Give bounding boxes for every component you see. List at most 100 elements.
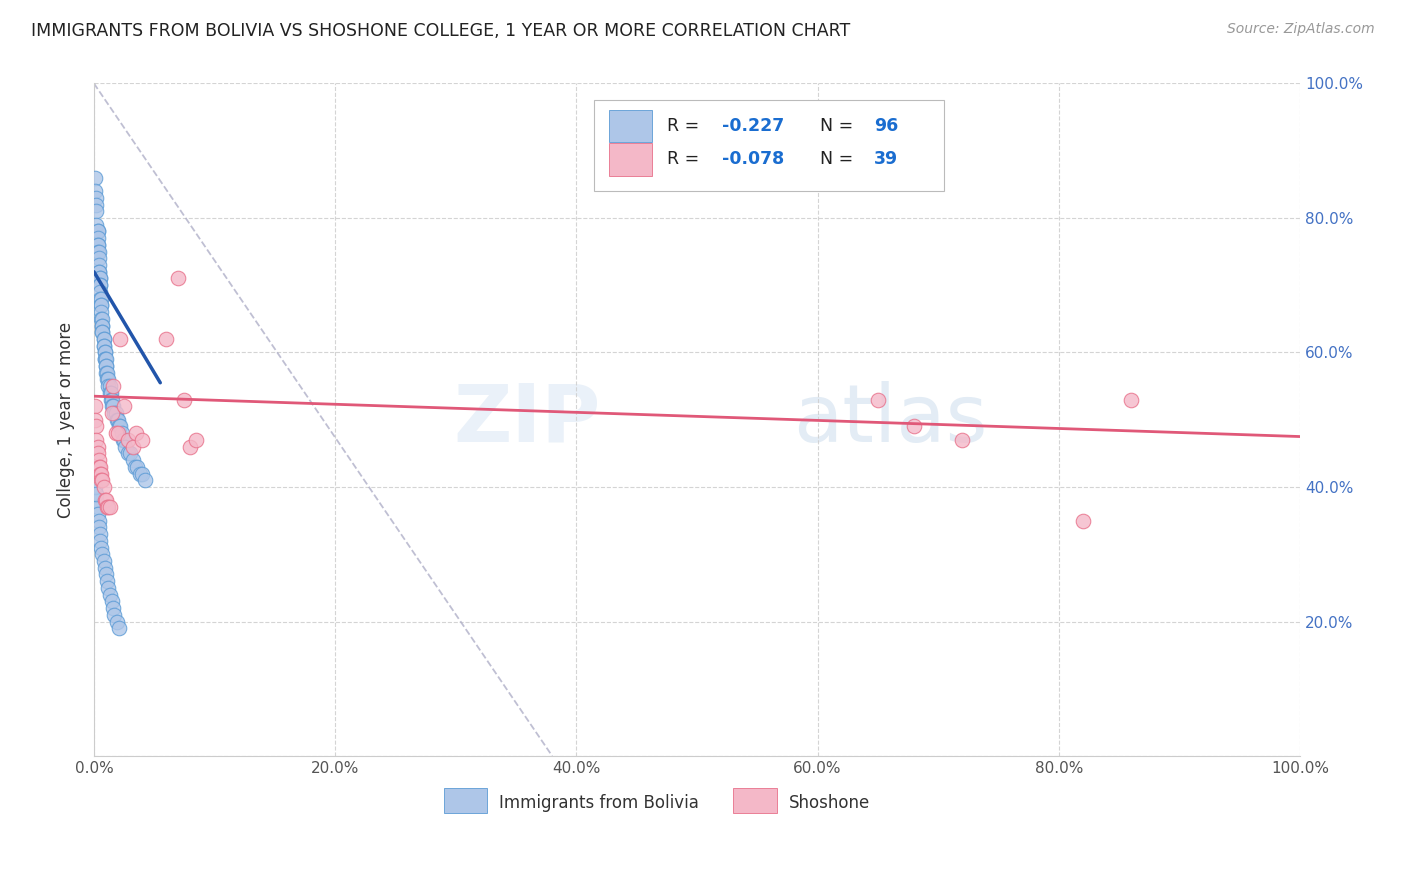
Point [89,278,111,293]
Point [94,352,117,367]
Point [97,379,120,393]
Point [90,292,112,306]
Point [127,459,149,474]
Point [94,567,117,582]
Point [131,433,153,447]
Point [91,473,114,487]
Point [87,453,110,467]
Point [91,311,114,326]
Point [108,621,131,635]
Point [186,433,208,447]
Point [86,191,108,205]
Point [94,493,117,508]
Point [84,413,107,427]
Point [107,426,129,441]
Point [128,467,150,481]
Point [101,392,124,407]
Point [89,467,111,481]
Point [86,446,108,460]
Point [87,265,110,279]
Point [87,244,110,259]
Point [86,493,108,508]
Point [87,252,110,266]
Point [84,480,107,494]
Point [90,541,112,555]
Point [90,298,112,312]
Point [134,473,156,487]
Point [98,500,121,515]
Point [93,339,115,353]
Point [110,332,132,346]
Point [91,326,114,340]
Point [117,433,139,447]
Point [87,459,110,474]
Point [97,372,120,386]
Point [103,399,125,413]
Text: N =: N = [808,151,859,169]
Text: Shoshone: Shoshone [789,794,870,812]
Point [112,399,135,413]
Point [105,615,128,629]
Y-axis label: College, 1 year or more: College, 1 year or more [58,322,75,517]
Point [91,326,114,340]
Point [96,574,118,589]
Point [89,271,111,285]
Point [107,413,129,427]
Point [94,359,117,373]
Point [903,419,925,434]
Point [104,406,127,420]
Text: IMMIGRANTS FROM BOLIVIA VS SHOSHONE COLLEGE, 1 YEAR OR MORE CORRELATION CHART: IMMIGRANTS FROM BOLIVIA VS SHOSHONE COLL… [31,22,851,40]
Text: atlas: atlas [793,381,988,458]
Point [86,197,108,211]
Point [86,224,108,238]
Point [84,184,107,198]
Point [105,413,128,427]
Point [866,392,889,407]
Text: 96: 96 [875,117,898,135]
Point [94,352,117,367]
Point [179,440,201,454]
Point [87,265,110,279]
Point [114,440,136,454]
Text: R =: R = [666,117,704,135]
Point [91,318,114,333]
Point [87,514,110,528]
FancyBboxPatch shape [733,788,776,814]
Point [90,298,112,312]
Point [93,480,115,494]
Point [112,433,135,447]
Point [89,271,111,285]
Point [86,244,108,259]
Text: -0.078: -0.078 [723,151,785,169]
Point [89,533,111,548]
Point [86,433,108,447]
Point [167,271,190,285]
Point [98,588,121,602]
Point [91,547,114,561]
Point [120,446,142,460]
FancyBboxPatch shape [595,100,945,191]
Point [125,426,148,441]
Point [86,507,108,521]
Point [103,406,125,420]
Point [117,446,139,460]
FancyBboxPatch shape [444,788,486,814]
Point [87,520,110,534]
Point [96,366,118,380]
Point [94,366,117,380]
Point [94,345,117,359]
Point [104,426,127,441]
Point [93,332,115,346]
Point [1071,514,1094,528]
Text: Immigrants from Bolivia: Immigrants from Bolivia [499,794,699,812]
Point [89,278,111,293]
Point [86,419,108,434]
Point [89,527,111,541]
Point [86,204,108,219]
Point [121,440,143,454]
Point [84,170,107,185]
Point [84,399,107,413]
Point [93,339,115,353]
Point [90,311,112,326]
Point [173,392,195,407]
